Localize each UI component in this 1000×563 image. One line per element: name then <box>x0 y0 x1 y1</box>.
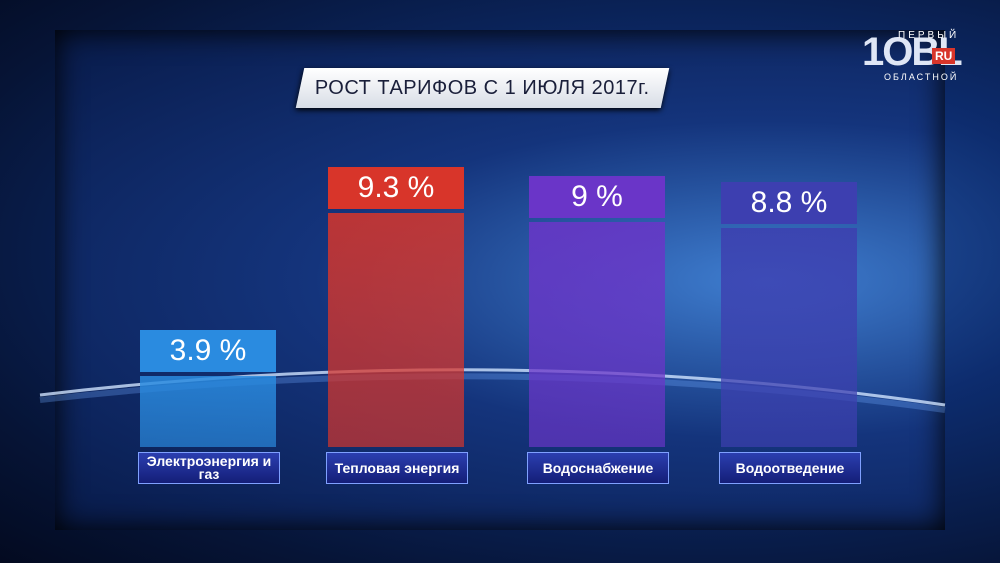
bar <box>140 375 276 447</box>
value-label: 8.8 % <box>721 182 857 225</box>
x-tick-label: Тепловая энергия <box>326 452 468 484</box>
bar <box>328 213 464 447</box>
value-label: 9 % <box>529 176 665 219</box>
chart-title: РОСТ ТАРИФОВ С 1 ИЮЛЯ 2017г. <box>315 76 650 99</box>
title-box: РОСТ ТАРИФОВ С 1 ИЮЛЯ 2017г. <box>295 68 670 108</box>
logo-top: ПЕРВЫЙ <box>898 30 960 41</box>
bar <box>721 228 857 447</box>
logo: ПЕРВЫЙ 1OBL RU ОБЛАСТНОЙ <box>862 30 963 82</box>
value-label: 9.3 % <box>328 167 464 209</box>
x-tick-label: Водоотведение <box>719 452 861 484</box>
logo-ru: RU <box>932 48 956 64</box>
x-tick-label: Водоснабжение <box>527 452 669 484</box>
logo-bottom: ОБЛАСТНОЙ <box>884 72 959 82</box>
value-label: 3.9 % <box>140 329 276 372</box>
x-tick-label: Электроэнергия и газ <box>138 452 280 484</box>
bar <box>529 222 665 447</box>
